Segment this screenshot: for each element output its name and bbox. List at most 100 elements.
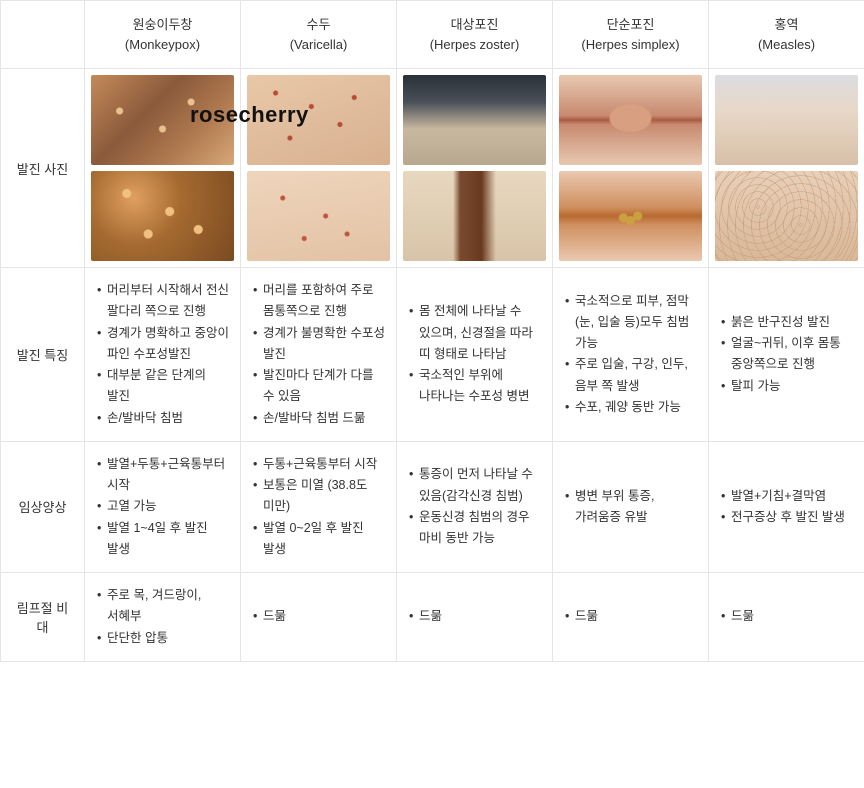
table-wrapper: rosecherry 원숭이두창 (Monkeypox) 수두 (Varicel… [0, 0, 864, 662]
photo-overlay [559, 75, 702, 165]
col-header-4: 홍역 (Measles) [709, 1, 864, 69]
photo-overlay [247, 75, 390, 165]
photo-cell-1 [241, 69, 397, 268]
row-label-clinical: 임상양상 [1, 441, 85, 572]
list-item: 두통+근육통부터 시작 [251, 454, 386, 475]
photo-overlay [91, 75, 234, 165]
photo-cell-2 [397, 69, 553, 268]
list-item: 드묾 [407, 606, 542, 627]
bullet-list: 붉은 반구진성 발진얼굴~귀뒤, 이후 몸통 중앙쪽으로 진행탈피 가능 [719, 312, 854, 397]
bullet-list: 드묾 [251, 606, 386, 627]
list-item: 머리를 포함하여 주로 몸통쪽으로 진행 [251, 280, 386, 323]
list-item: 드묾 [251, 606, 386, 627]
cell-features-1: 머리를 포함하여 주로 몸통쪽으로 진행경계가 불명확한 수포성 발진발진마다 … [241, 268, 397, 442]
photo-cell-3 [553, 69, 709, 268]
photo-overlay [247, 171, 390, 261]
list-item: 병변 부위 통증, 가려움증 유발 [563, 486, 698, 529]
bullet-list: 드묾 [407, 606, 542, 627]
row-features: 발진 특징머리부터 시작해서 전신 팔다리 쪽으로 진행경계가 명확하고 중앙이… [1, 268, 864, 442]
cell-lymph-1: 드묾 [241, 573, 397, 662]
list-item: 발열 1~4일 후 발진 발생 [95, 518, 230, 561]
clinical-photo [559, 75, 702, 165]
list-item: 경계가 불명확한 수포성 발진 [251, 323, 386, 366]
cell-lymph-4: 드묾 [709, 573, 864, 662]
list-item: 얼굴~귀뒤, 이후 몸통 중앙쪽으로 진행 [719, 333, 854, 376]
col-header-1: 수두 (Varicella) [241, 1, 397, 69]
col-header-en: (Varicella) [247, 35, 390, 55]
col-header-kr: 수두 [247, 15, 390, 35]
comparison-table: 원숭이두창 (Monkeypox) 수두 (Varicella) 대상포진 (H… [0, 0, 864, 662]
row-label-lymph: 림프절 비대 [1, 573, 85, 662]
clinical-photo [247, 75, 390, 165]
col-header-3: 단순포진 (Herpes simplex) [553, 1, 709, 69]
col-header-kr: 홍역 [715, 15, 858, 35]
bullet-list: 병변 부위 통증, 가려움증 유발 [563, 486, 698, 529]
photo-overlay [91, 171, 234, 261]
clinical-photo [403, 75, 546, 165]
list-item: 몸 전체에 나타날 수 있으며, 신경절을 따라 띠 형태로 나타남 [407, 301, 542, 365]
cell-lymph-3: 드묾 [553, 573, 709, 662]
list-item: 드묾 [719, 606, 854, 627]
list-item: 국소적으로 피부, 점막 (눈, 입술 등)모두 침범 가능 [563, 291, 698, 355]
clinical-photo [247, 171, 390, 261]
row-photos: 발진 사진 [1, 69, 864, 268]
list-item: 손/발바닥 침범 [95, 408, 230, 429]
photo-stack [403, 75, 546, 261]
clinical-photo [91, 75, 234, 165]
col-header-en: (Measles) [715, 35, 858, 55]
list-item: 주로 목, 겨드랑이, 서혜부 [95, 585, 230, 628]
photo-stack [247, 75, 390, 261]
cell-lymph-2: 드묾 [397, 573, 553, 662]
list-item: 머리부터 시작해서 전신 팔다리 쪽으로 진행 [95, 280, 230, 323]
photo-cell-4 [709, 69, 864, 268]
header-row: 원숭이두창 (Monkeypox) 수두 (Varicella) 대상포진 (H… [1, 1, 864, 69]
list-item: 탈피 가능 [719, 376, 854, 397]
cell-features-0: 머리부터 시작해서 전신 팔다리 쪽으로 진행경계가 명확하고 중앙이 파인 수… [85, 268, 241, 442]
list-item: 통증이 먼저 나타날 수 있음(감각신경 침범) [407, 464, 542, 507]
clinical-photo [559, 171, 702, 261]
bullet-list: 드묾 [563, 606, 698, 627]
col-header-kr: 단순포진 [559, 15, 702, 35]
clinical-photo [715, 75, 858, 165]
list-item: 전구증상 후 발진 발생 [719, 507, 854, 528]
list-item: 보통은 미열 (38.8도 미만) [251, 475, 386, 518]
cell-features-3: 국소적으로 피부, 점막 (눈, 입술 등)모두 침범 가능주로 입술, 구강,… [553, 268, 709, 442]
row-clinical: 임상양상발열+두통+근육통부터 시작고열 가능발열 1~4일 후 발진 발생두통… [1, 441, 864, 572]
header-empty [1, 1, 85, 69]
col-header-en: (Monkeypox) [91, 35, 234, 55]
col-header-en: (Herpes zoster) [403, 35, 546, 55]
photo-stack [559, 75, 702, 261]
list-item: 수포, 궤양 동반 가능 [563, 397, 698, 418]
list-item: 발열 0~2일 후 발진 발생 [251, 518, 386, 561]
list-item: 발열+두통+근육통부터 시작 [95, 454, 230, 497]
bullet-list: 발열+기침+결막염전구증상 후 발진 발생 [719, 486, 854, 529]
photo-overlay [715, 171, 858, 261]
list-item: 국소적인 부위에 나타나는 수포성 병변 [407, 365, 542, 408]
col-header-kr: 대상포진 [403, 15, 546, 35]
bullet-list: 드묾 [719, 606, 854, 627]
clinical-photo [403, 171, 546, 261]
cell-lymph-0: 주로 목, 겨드랑이, 서혜부단단한 압통 [85, 573, 241, 662]
cell-features-4: 붉은 반구진성 발진얼굴~귀뒤, 이후 몸통 중앙쪽으로 진행탈피 가능 [709, 268, 864, 442]
col-header-0: 원숭이두창 (Monkeypox) [85, 1, 241, 69]
photo-cell-0 [85, 69, 241, 268]
col-header-kr: 원숭이두창 [91, 15, 234, 35]
col-header-en: (Herpes simplex) [559, 35, 702, 55]
list-item: 경계가 명확하고 중앙이 파인 수포성발진 [95, 323, 230, 366]
list-item: 발진마다 단계가 다를 수 있음 [251, 365, 386, 408]
list-item: 대부분 같은 단계의 발진 [95, 365, 230, 408]
bullet-list: 몸 전체에 나타날 수 있으며, 신경절을 따라 띠 형태로 나타남국소적인 부… [407, 301, 542, 407]
cell-features-2: 몸 전체에 나타날 수 있으며, 신경절을 따라 띠 형태로 나타남국소적인 부… [397, 268, 553, 442]
row-label-photos: 발진 사진 [1, 69, 85, 268]
bullet-list: 발열+두통+근육통부터 시작고열 가능발열 1~4일 후 발진 발생 [95, 454, 230, 560]
bullet-list: 머리를 포함하여 주로 몸통쪽으로 진행경계가 불명확한 수포성 발진발진마다 … [251, 280, 386, 429]
cell-clinical-3: 병변 부위 통증, 가려움증 유발 [553, 441, 709, 572]
bullet-list: 통증이 먼저 나타날 수 있음(감각신경 침범)운동신경 침범의 경우 마비 동… [407, 464, 542, 549]
row-lymph: 림프절 비대주로 목, 겨드랑이, 서혜부단단한 압통 드묾 드묾 드묾 드묾 [1, 573, 864, 662]
list-item: 발열+기침+결막염 [719, 486, 854, 507]
cell-clinical-1: 두통+근육통부터 시작보통은 미열 (38.8도 미만)발열 0~2일 후 발진… [241, 441, 397, 572]
col-header-2: 대상포진 (Herpes zoster) [397, 1, 553, 69]
bullet-list: 두통+근육통부터 시작보통은 미열 (38.8도 미만)발열 0~2일 후 발진… [251, 454, 386, 560]
row-label-features: 발진 특징 [1, 268, 85, 442]
clinical-photo [91, 171, 234, 261]
